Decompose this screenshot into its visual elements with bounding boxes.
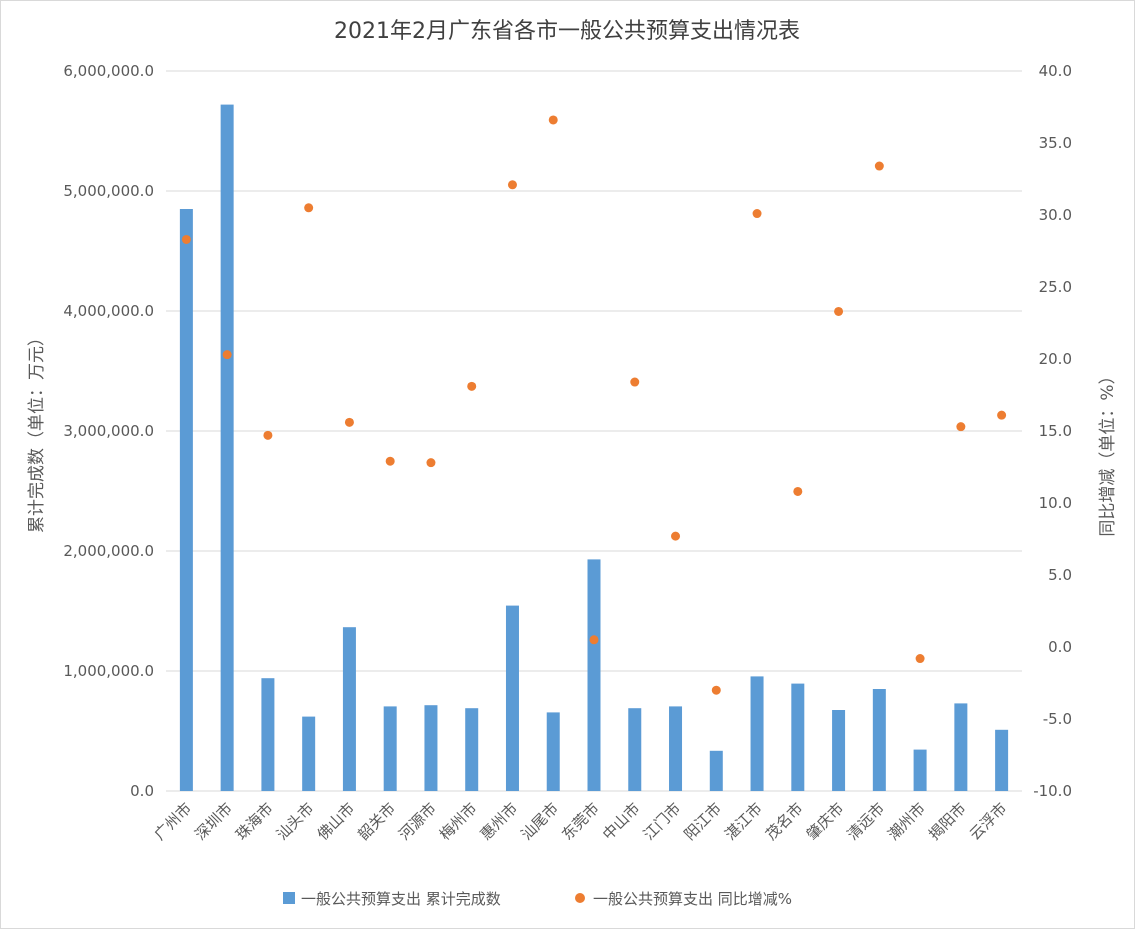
bar	[709, 750, 723, 791]
left-axis-title: 累计完成数（单位：万元）	[27, 329, 47, 533]
right-tick-label: 35.0	[1039, 134, 1072, 152]
right-tick-label: 10.0	[1039, 494, 1072, 512]
right-tick-label: 30.0	[1039, 206, 1072, 224]
right-tick-label: 0.0	[1048, 638, 1072, 656]
right-tick-label: -10.0	[1033, 782, 1072, 800]
bar	[342, 627, 356, 791]
right-axis-ticks: -10.0 -5.0 0.0 5.0 10.0 15.0 20.0 25.0 30.0 35.0 4…	[1033, 62, 1072, 800]
bar	[995, 729, 1009, 791]
right-tick-label: 25.0	[1039, 278, 1072, 296]
legend-dot-swatch	[575, 893, 585, 903]
data-point	[997, 410, 1007, 420]
chart-title: 2021年2月广东省各市一般公共预算支出情况表	[334, 19, 800, 44]
left-tick-label: 1,000,000.0	[63, 662, 154, 680]
data-point	[956, 422, 966, 432]
left-tick-label: 6,000,000.0	[63, 62, 154, 80]
bar	[261, 678, 275, 791]
left-tick-label: 0.0	[130, 782, 154, 800]
left-tick-label: 4,000,000.0	[63, 302, 154, 320]
data-point	[793, 486, 803, 496]
data-point	[222, 350, 232, 360]
data-point	[263, 430, 273, 440]
bar	[750, 676, 764, 791]
data-point	[874, 161, 884, 171]
data-point	[711, 685, 721, 695]
right-tick-label: 20.0	[1039, 350, 1072, 368]
bar	[465, 708, 479, 791]
data-point	[548, 115, 558, 125]
right-tick-label: 40.0	[1039, 62, 1072, 80]
bar	[913, 749, 927, 791]
bar	[424, 705, 438, 791]
legend-bar-swatch	[283, 892, 295, 904]
right-tick-label: -5.0	[1043, 710, 1072, 728]
data-point	[181, 234, 191, 244]
bar-series	[179, 104, 1009, 792]
data-point	[426, 458, 436, 468]
data-point	[507, 180, 517, 190]
right-tick-label: 15.0	[1039, 422, 1072, 440]
data-point	[385, 456, 395, 466]
legend-bar-label: 一般公共预算支出 累计完成数	[301, 890, 501, 908]
left-tick-label: 2,000,000.0	[63, 542, 154, 560]
bar	[832, 710, 846, 791]
right-axis-title: 同比增减（单位：%）	[1098, 367, 1118, 536]
bar	[546, 712, 560, 791]
left-tick-label: 5,000,000.0	[63, 182, 154, 200]
data-point	[344, 417, 354, 427]
bar	[954, 703, 968, 791]
bar	[628, 708, 642, 791]
bar	[302, 716, 316, 791]
bar	[505, 605, 519, 791]
left-tick-label: 3,000,000.0	[63, 422, 154, 440]
data-point	[589, 635, 599, 645]
bar	[383, 706, 397, 791]
bar	[791, 683, 805, 791]
legend-dot-label: 一般公共预算支出 同比增减%	[593, 890, 792, 908]
bar	[587, 559, 601, 791]
data-point	[630, 377, 640, 387]
legend: 一般公共预算支出 累计完成数 一般公共预算支出 同比增减%	[283, 890, 792, 908]
scatter-series	[181, 115, 1007, 695]
data-point	[467, 381, 477, 391]
left-axis-ticks: 0.0 1,000,000.0 2,000,000.0 3,000,000.0 4,00…	[63, 62, 154, 800]
right-tick-label: 5.0	[1048, 566, 1072, 584]
bar	[872, 689, 886, 791]
data-point	[915, 654, 925, 664]
data-point	[752, 209, 762, 219]
bar	[220, 104, 234, 792]
data-point	[671, 531, 681, 541]
data-point	[304, 203, 314, 213]
data-point	[834, 306, 844, 316]
bar	[669, 706, 683, 791]
bar	[179, 209, 193, 791]
